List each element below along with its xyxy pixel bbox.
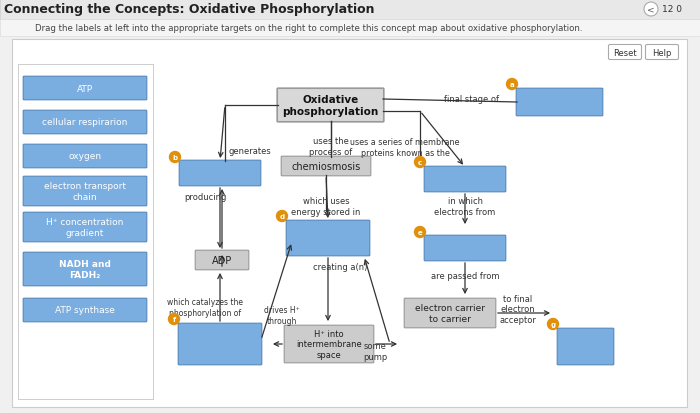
Text: to final
electron
acceptor: to final electron acceptor	[500, 294, 536, 324]
Bar	[12, 40, 687, 407]
Text: generates: generates	[229, 147, 272, 156]
FancyBboxPatch shape	[404, 299, 496, 328]
Circle shape	[644, 3, 658, 17]
Text: ATP synthase: ATP synthase	[55, 306, 115, 315]
Text: Reset: Reset	[613, 48, 637, 57]
Text: Drag the labels at left into the appropriate targets on the right to complete th: Drag the labels at left into the appropr…	[35, 24, 582, 33]
Text: f: f	[172, 316, 176, 322]
Text: creating a(n): creating a(n)	[313, 263, 368, 272]
FancyBboxPatch shape	[424, 236, 506, 261]
FancyBboxPatch shape	[277, 89, 384, 123]
Text: uses the
process of: uses the process of	[309, 137, 352, 157]
Text: g: g	[550, 321, 556, 327]
Text: H⁺ concentration
gradient: H⁺ concentration gradient	[46, 218, 124, 237]
Circle shape	[547, 319, 559, 330]
Circle shape	[414, 227, 426, 238]
Text: which catalyzes the
phosphorylation of: which catalyzes the phosphorylation of	[167, 298, 243, 317]
Text: ATP: ATP	[77, 84, 93, 93]
FancyBboxPatch shape	[23, 77, 147, 100]
Text: uses a series of membrane
proteins known as the: uses a series of membrane proteins known…	[350, 138, 460, 157]
Text: which uses
energy stored in: which uses energy stored in	[291, 197, 360, 216]
FancyBboxPatch shape	[23, 111, 147, 135]
FancyBboxPatch shape	[23, 253, 147, 286]
Text: c: c	[418, 159, 422, 166]
FancyBboxPatch shape	[195, 251, 248, 270]
Text: b: b	[172, 154, 178, 161]
Text: Oxidative
phosphorylation: Oxidative phosphorylation	[282, 95, 379, 116]
Text: Help: Help	[652, 48, 672, 57]
FancyBboxPatch shape	[178, 323, 262, 365]
Bar	[0, 0, 700, 20]
Text: some
pump: some pump	[363, 342, 387, 361]
Text: <: <	[648, 5, 654, 14]
Circle shape	[169, 152, 181, 163]
Text: final stage of: final stage of	[444, 95, 500, 104]
Text: producing: producing	[184, 193, 226, 202]
Text: electron transport
chain: electron transport chain	[44, 182, 126, 201]
Text: drives H⁺
through: drives H⁺ through	[264, 306, 300, 325]
FancyBboxPatch shape	[516, 89, 603, 116]
Text: e: e	[418, 230, 422, 235]
FancyBboxPatch shape	[645, 45, 678, 60]
Text: Connecting the Concepts: Oxidative Phosphorylation: Connecting the Concepts: Oxidative Phosp…	[4, 3, 374, 17]
FancyBboxPatch shape	[179, 161, 261, 186]
Text: a: a	[510, 82, 514, 88]
Text: cellular respirarion: cellular respirarion	[42, 118, 127, 127]
FancyBboxPatch shape	[23, 299, 147, 322]
FancyBboxPatch shape	[23, 145, 147, 169]
FancyBboxPatch shape	[281, 157, 371, 176]
Text: 12 0: 12 0	[662, 5, 682, 14]
Bar	[0, 20, 700, 37]
Circle shape	[276, 211, 288, 222]
Circle shape	[507, 79, 517, 90]
Text: H⁺ into
intermembrane
space: H⁺ into intermembrane space	[296, 329, 362, 359]
Text: in which
electrons from: in which electrons from	[435, 197, 496, 216]
Text: are passed from: are passed from	[430, 272, 499, 281]
FancyBboxPatch shape	[608, 45, 641, 60]
FancyBboxPatch shape	[23, 177, 147, 206]
FancyBboxPatch shape	[424, 167, 506, 192]
Bar	[18, 65, 153, 399]
Text: d: d	[279, 214, 285, 219]
Text: oxygen: oxygen	[69, 152, 102, 161]
FancyBboxPatch shape	[286, 221, 370, 256]
FancyBboxPatch shape	[557, 328, 614, 365]
Text: NADH and
FADH₂: NADH and FADH₂	[59, 260, 111, 279]
Circle shape	[414, 157, 426, 168]
FancyBboxPatch shape	[284, 325, 374, 363]
Text: chemiosmosis: chemiosmosis	[291, 161, 360, 171]
Circle shape	[169, 314, 179, 325]
Text: ADP: ADP	[212, 255, 232, 266]
Text: electron carrier
to carrier: electron carrier to carrier	[415, 304, 485, 323]
FancyBboxPatch shape	[23, 213, 147, 242]
